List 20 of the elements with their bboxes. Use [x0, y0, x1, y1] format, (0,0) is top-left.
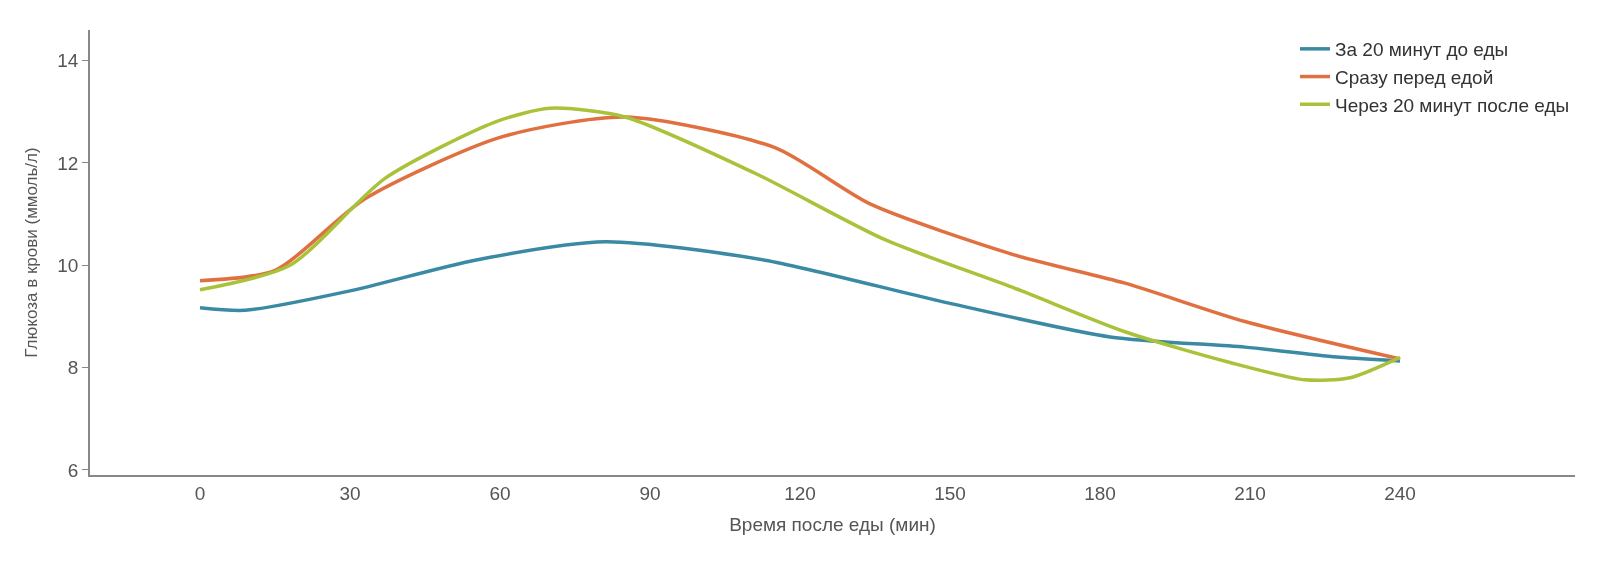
legend-label: За 20 минут до еды — [1335, 39, 1509, 61]
y-tick-label: 10 — [57, 254, 79, 276]
y-tick-label: 14 — [57, 50, 79, 72]
x-axis-title: Время после еды (мин) — [729, 513, 936, 535]
x-tick-label: 150 — [934, 482, 966, 504]
x-tick-label: 60 — [489, 482, 511, 504]
x-tick-label: 30 — [339, 482, 361, 504]
line-series — [198, 240, 1402, 363]
x-tick-label: 120 — [784, 482, 816, 504]
x-tick-label: 0 — [194, 482, 206, 504]
x-tick-label: 180 — [1084, 482, 1116, 504]
legend-label: Сразу перед едой — [1335, 66, 1494, 88]
x-tick-label: 210 — [1234, 482, 1266, 504]
x-tick-label: 90 — [639, 482, 661, 504]
y-tick-label: 6 — [67, 459, 79, 481]
y-tick-label: 8 — [67, 357, 79, 379]
legend-label: Через 20 минут после еды — [1335, 94, 1570, 116]
x-tick-label: 240 — [1384, 482, 1416, 504]
y-tick-label: 12 — [57, 152, 79, 174]
y-axis-title: Глюкоза в крови (ммоль/л) — [22, 147, 42, 358]
